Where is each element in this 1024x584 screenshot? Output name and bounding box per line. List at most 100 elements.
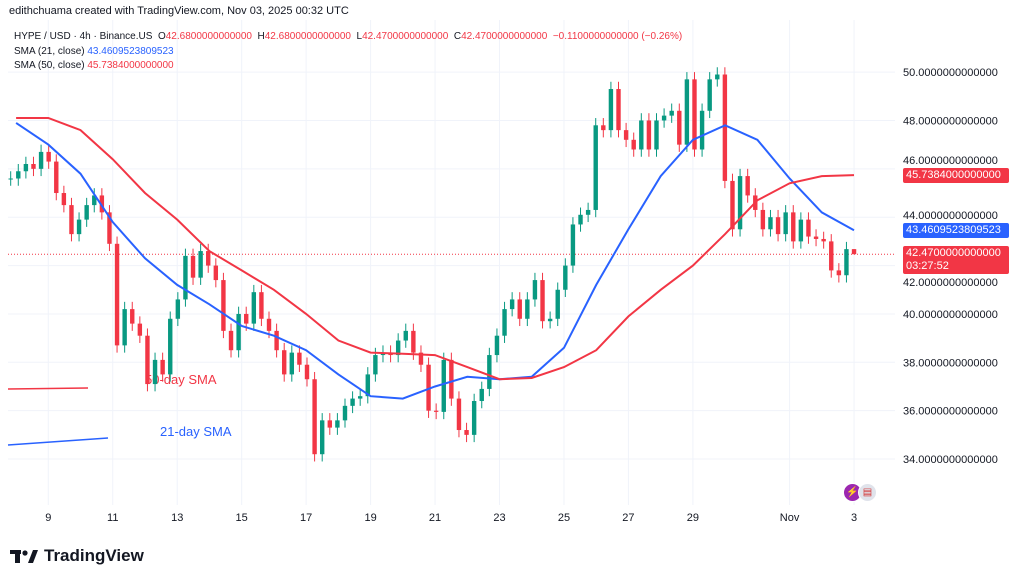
- grid: [8, 20, 895, 505]
- us-flag-icon[interactable]: ▤: [858, 483, 877, 502]
- candle-body: [84, 205, 89, 220]
- candle: [236, 306, 241, 358]
- candle: [297, 345, 302, 372]
- candle: [228, 323, 234, 358]
- ohlc-row: HYPE / USD · 4h · Binance.US O 42.6800000…: [14, 30, 682, 45]
- candle: [851, 249, 857, 255]
- candle: [365, 367, 370, 404]
- candle-body: [502, 309, 507, 336]
- candle-body: [570, 224, 576, 266]
- candle-body: [312, 379, 317, 455]
- candle-body: [107, 212, 112, 244]
- candle: [570, 217, 576, 273]
- candle-body: [152, 359, 158, 385]
- candle-body: [677, 110, 682, 145]
- candle-body: [844, 249, 849, 276]
- axes: 34.0000000000000 36.0000000000000 38.00000…: [45, 67, 998, 524]
- candle-body: [760, 209, 766, 230]
- candle-body: [8, 178, 13, 180]
- annotations: 50-day SMA 21-day SMA: [7, 372, 232, 446]
- candle: [213, 258, 219, 288]
- sma21-row[interactable]: SMA (21, close) 43.4609523809523: [14, 45, 682, 60]
- candle: [585, 202, 591, 223]
- y-tick-label: 46.0000000000000: [903, 155, 998, 167]
- candle: [775, 209, 781, 242]
- candle-body: [525, 299, 530, 319]
- y-tick-label: 40.0000000000000: [903, 309, 998, 321]
- candle: [304, 357, 310, 387]
- candle-body: [509, 299, 515, 310]
- candle-body: [357, 396, 363, 399]
- x-tick-label: 11: [107, 512, 118, 524]
- x-tick-label: 23: [493, 512, 505, 524]
- candle: [532, 272, 538, 307]
- open-label: O: [157, 31, 166, 42]
- candle-body: [768, 217, 773, 230]
- candle: [494, 328, 500, 363]
- candle: [791, 205, 796, 249]
- candle-body: [274, 330, 279, 351]
- candles: [8, 67, 857, 462]
- candle-body: [623, 130, 629, 140]
- candle: [798, 212, 804, 249]
- candle-body: [16, 171, 21, 179]
- candle-body: [304, 364, 310, 380]
- candle-body: [836, 270, 842, 276]
- candle: [547, 311, 553, 329]
- candle-body: [806, 219, 811, 237]
- candle: [525, 292, 530, 327]
- candle: [152, 352, 158, 392]
- candle-body: [99, 195, 105, 213]
- tradingview-logo[interactable]: TradingView: [10, 546, 144, 566]
- candle: [555, 282, 560, 327]
- candle: [844, 241, 849, 283]
- candle: [69, 197, 74, 242]
- sma21-value: 43.4609523809523: [87, 45, 174, 57]
- candle-body: [38, 151, 44, 169]
- candle: [608, 81, 614, 138]
- candle-body: [791, 212, 796, 242]
- candle: [122, 301, 127, 353]
- candle-body: [813, 236, 819, 239]
- candle: [282, 342, 287, 382]
- candle: [813, 229, 819, 247]
- candle: [61, 185, 67, 213]
- candle-body: [228, 330, 234, 351]
- candle: [99, 188, 105, 220]
- candle: [669, 103, 674, 123]
- candle: [221, 272, 226, 339]
- candle: [715, 67, 720, 87]
- candle: [183, 248, 188, 307]
- candle: [829, 234, 834, 278]
- candle-body: [669, 110, 674, 116]
- candle: [616, 81, 621, 138]
- candle-body: [297, 352, 302, 365]
- tradingview-logo-icon: [10, 550, 38, 563]
- candle-body: [684, 79, 690, 145]
- sma50-row[interactable]: SMA (50, close) 45.7384000000000: [14, 59, 682, 74]
- candle-body: [449, 359, 454, 399]
- candle-body: [183, 255, 188, 300]
- candle: [84, 197, 89, 227]
- candle: [403, 323, 408, 348]
- symbol-label[interactable]: HYPE / USD · 4h · Binance.US: [14, 31, 153, 42]
- candle: [8, 171, 13, 186]
- x-tick-label: Nov: [780, 512, 800, 524]
- sma21-label: SMA (21, close): [14, 45, 85, 57]
- candle: [54, 154, 59, 201]
- candle: [631, 132, 636, 157]
- y-tick-label: 48.0000000000000: [903, 115, 998, 127]
- candle: [23, 156, 29, 179]
- candle-body: [479, 388, 484, 402]
- high-value: 42.6800000000000: [264, 31, 351, 42]
- candle: [601, 118, 606, 138]
- x-tick-label: 21: [429, 512, 441, 524]
- candle: [517, 292, 522, 327]
- sma50-price-tag: 45.7384000000000: [903, 168, 1009, 183]
- sma-lines: [15, 117, 855, 400]
- candle-body: [365, 374, 370, 397]
- candle-body: [114, 243, 120, 346]
- candle: [646, 113, 652, 157]
- candle: [327, 413, 332, 435]
